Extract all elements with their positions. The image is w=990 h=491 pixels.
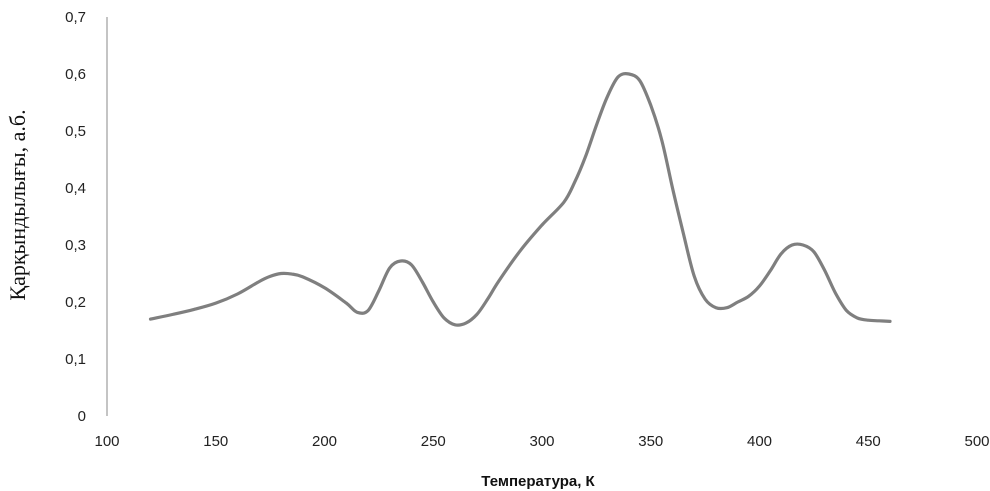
x-tick-label: 300	[529, 433, 554, 450]
x-axis-title: Температура, К	[481, 473, 595, 490]
y-tick-label: 0,2	[65, 294, 86, 311]
y-tick-label: 0,4	[65, 180, 86, 197]
x-tick-label: 200	[312, 433, 337, 450]
x-tick-label: 100	[94, 433, 119, 450]
x-tick-label: 350	[638, 433, 663, 450]
series-layer	[148, 72, 892, 327]
y-axis-title: Қарқындылығы, а.б.	[5, 109, 30, 300]
y-tick-labels: 0 0,1 0,2 0,3 0,4 0,5 0,6 0,7	[65, 9, 86, 425]
x-tick-label: 500	[964, 433, 989, 450]
y-tick-label: 0,5	[65, 123, 86, 140]
x-tick-label: 250	[421, 433, 446, 450]
x-tick-labels: 100 150 200 250 300 350 400 450 500	[94, 433, 989, 450]
x-tick-label: 400	[747, 433, 772, 450]
y-tick-label: 0	[78, 408, 86, 425]
y-tick-label: 0,6	[65, 66, 86, 83]
y-tick-label: 0,3	[65, 237, 86, 254]
x-tick-label: 150	[203, 433, 228, 450]
series-line	[148, 72, 892, 327]
y-tick-label: 0,7	[65, 9, 86, 26]
x-tick-label: 450	[856, 433, 881, 450]
y-tick-label: 0,1	[65, 351, 86, 368]
